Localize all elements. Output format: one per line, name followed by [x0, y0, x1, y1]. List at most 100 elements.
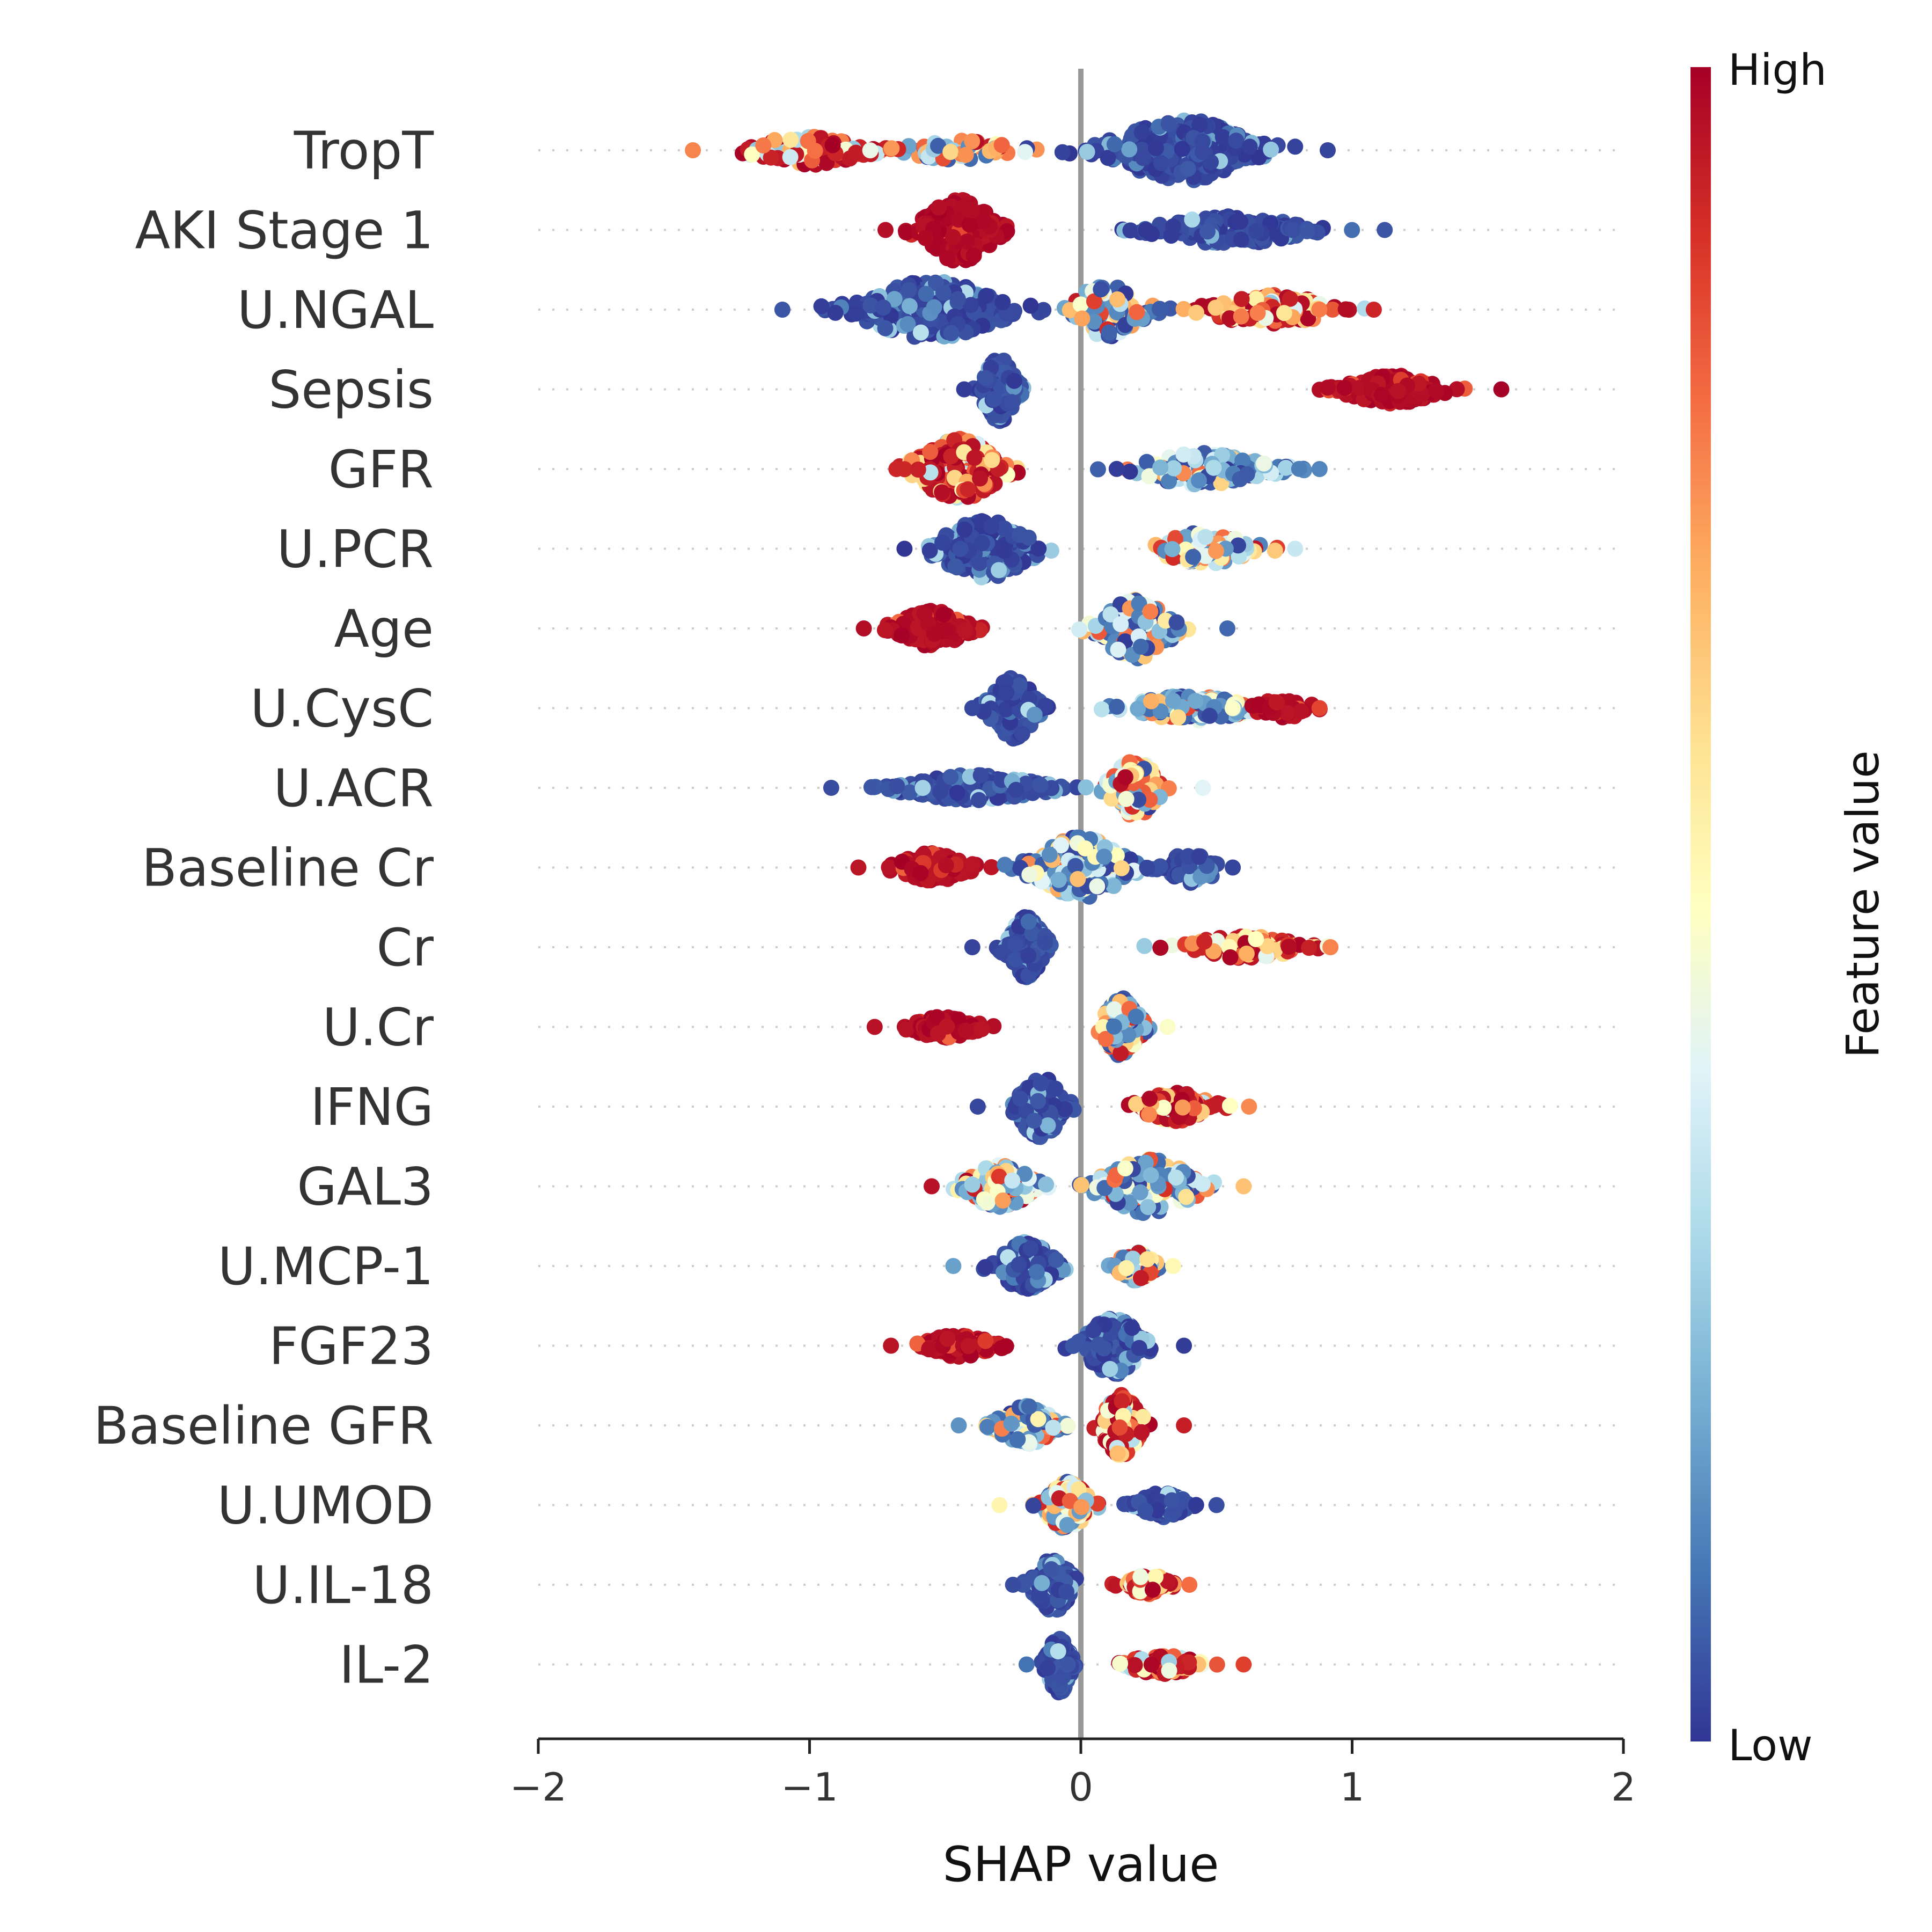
- data-point: [1299, 223, 1315, 239]
- feature-points: [685, 112, 1336, 188]
- feature-points: [969, 1072, 1257, 1145]
- data-point: [922, 444, 939, 460]
- data-point: [1174, 141, 1190, 157]
- data-point: [1365, 302, 1382, 318]
- data-point: [901, 298, 918, 314]
- data-point: [1168, 614, 1185, 631]
- data-point: [1233, 308, 1249, 325]
- data-point: [926, 625, 942, 642]
- feature-points: [964, 670, 1328, 747]
- data-point: [1320, 142, 1336, 158]
- data-point: [930, 137, 946, 154]
- data-point: [1109, 291, 1126, 308]
- feature-points: [877, 192, 1393, 269]
- data-point: [934, 535, 950, 551]
- data-point: [1132, 639, 1149, 655]
- data-point: [1250, 149, 1267, 166]
- data-point: [1344, 222, 1360, 238]
- data-point: [942, 144, 959, 160]
- data-point: [1113, 860, 1130, 876]
- data-point: [964, 133, 980, 150]
- data-point: [1152, 940, 1169, 956]
- data-point: [1141, 1091, 1158, 1107]
- data-point: [1165, 218, 1181, 235]
- data-point: [994, 294, 1011, 310]
- data-point: [912, 324, 929, 341]
- data-point: [1159, 1019, 1176, 1035]
- data-point: [1241, 1099, 1257, 1115]
- feature-points: [823, 754, 1211, 823]
- data-point: [1280, 939, 1297, 955]
- data-point: [1311, 700, 1328, 716]
- data-point: [939, 623, 956, 639]
- data-point: [899, 316, 916, 332]
- data-point: [1377, 222, 1393, 238]
- data-point: [926, 299, 942, 316]
- data-point: [1225, 859, 1241, 876]
- data-point: [1017, 144, 1033, 160]
- data-point: [1113, 616, 1129, 632]
- data-point: [782, 131, 799, 148]
- data-point: [972, 470, 989, 487]
- data-point: [888, 461, 905, 477]
- data-point: [1276, 305, 1292, 321]
- data-point: [1041, 846, 1058, 863]
- data-point: [1248, 223, 1265, 239]
- data-point: [1108, 460, 1125, 477]
- data-point: [1050, 872, 1067, 888]
- data-point: [949, 291, 966, 308]
- data-point: [847, 144, 864, 161]
- data-point: [1322, 939, 1339, 955]
- data-point: [685, 142, 701, 158]
- data-point: [886, 291, 903, 308]
- data-point: [1170, 709, 1187, 726]
- data-point: [964, 700, 980, 716]
- data-point: [1165, 692, 1181, 709]
- data-point: [848, 305, 864, 322]
- feature-points: [956, 353, 1510, 429]
- data-point: [807, 143, 823, 159]
- data-point: [1160, 115, 1177, 132]
- data-point: [1221, 1097, 1238, 1114]
- data-point: [1175, 301, 1192, 317]
- data-point: [971, 792, 987, 808]
- data-point: [1248, 931, 1264, 947]
- data-point: [956, 521, 973, 538]
- data-point: [1337, 301, 1354, 318]
- data-point: [1263, 141, 1279, 158]
- data-point: [1188, 304, 1205, 321]
- data-point: [863, 779, 880, 795]
- data-point: [1054, 144, 1071, 160]
- data-point: [942, 769, 959, 785]
- data-point: [1233, 231, 1249, 248]
- feature-points: [888, 430, 1328, 506]
- data-point: [1026, 706, 1043, 723]
- data-point: [1293, 703, 1309, 720]
- data-point: [1007, 936, 1023, 953]
- data-point: [957, 623, 974, 639]
- data-point: [984, 452, 1000, 469]
- data-point: [1110, 641, 1126, 658]
- data-point: [1139, 860, 1155, 876]
- data-point: [1004, 394, 1020, 411]
- data-point: [1174, 1099, 1191, 1116]
- data-point: [1222, 949, 1239, 965]
- data-point: [1026, 1113, 1042, 1129]
- data-point: [1070, 871, 1086, 887]
- data-point: [956, 381, 972, 398]
- data-point: [763, 149, 779, 166]
- data-point: [896, 540, 913, 557]
- feature-points: [964, 909, 1339, 985]
- data-point: [957, 1022, 974, 1039]
- feature-points: [896, 513, 1304, 586]
- data-point: [1153, 155, 1169, 171]
- data-point: [1195, 780, 1211, 796]
- data-point: [998, 684, 1015, 701]
- data-point: [1012, 1091, 1029, 1107]
- data-point: [1109, 698, 1125, 715]
- data-point: [1106, 877, 1122, 894]
- data-point: [917, 230, 934, 246]
- data-point: [961, 216, 978, 233]
- data-point: [1078, 779, 1094, 796]
